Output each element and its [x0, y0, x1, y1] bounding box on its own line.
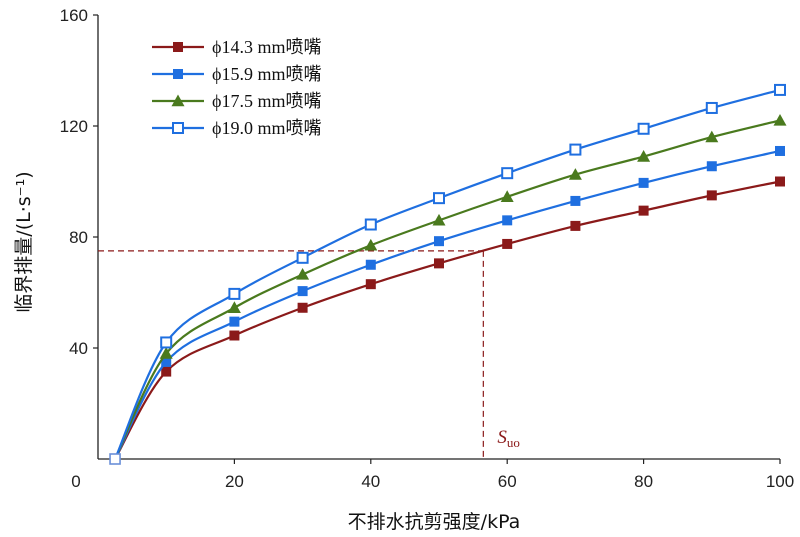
- data-point: [161, 356, 172, 367]
- series-line: [114, 119, 781, 460]
- data-point: [706, 161, 717, 172]
- legend-label: ϕ17.5 mm喷嘴: [212, 91, 321, 111]
- legend-label: ϕ19.0 mm喷嘴: [212, 118, 321, 138]
- legend-item: ϕ19.0 mm喷嘴: [152, 118, 321, 138]
- data-point: [773, 113, 787, 126]
- data-point: [364, 238, 378, 251]
- data-point: [364, 218, 377, 231]
- data-point: [569, 143, 582, 156]
- x-tick-label: 80: [634, 472, 653, 491]
- data-point: [297, 286, 308, 297]
- y-axis-title: 临界排量/(L·s⁻¹): [13, 171, 35, 312]
- series-4: [109, 83, 786, 465]
- data-point: [365, 259, 376, 270]
- data-point: [502, 215, 513, 226]
- data-point: [568, 168, 582, 180]
- annotation-label: Suo: [497, 427, 519, 450]
- y-tick-label: 40: [69, 339, 88, 358]
- data-point: [638, 205, 649, 216]
- data-point: [500, 190, 514, 202]
- data-point: [638, 177, 649, 188]
- data-point: [637, 150, 651, 162]
- data-point: [161, 366, 172, 377]
- data-point: [229, 330, 240, 341]
- series-layer: [109, 83, 787, 465]
- data-point: [229, 316, 240, 327]
- x-tick-label: 100: [766, 472, 794, 491]
- data-point: [434, 236, 444, 247]
- data-point: [775, 145, 785, 156]
- data-point: [570, 195, 581, 206]
- y-tick-label: 160: [60, 6, 88, 25]
- x-tick-label: 40: [361, 472, 380, 491]
- data-point: [365, 279, 376, 290]
- data-point: [160, 336, 173, 349]
- data-point: [502, 238, 513, 249]
- legend-marker: [173, 69, 183, 79]
- data-point: [774, 83, 786, 96]
- series-3: [114, 113, 787, 460]
- data-point: [570, 220, 581, 231]
- data-point: [434, 258, 444, 269]
- data-point: [705, 101, 718, 114]
- data-point: [775, 176, 785, 187]
- legend-marker: [173, 42, 183, 52]
- y-tick-label: 120: [60, 117, 88, 136]
- data-point: [297, 302, 308, 313]
- legend-item: ϕ14.3 mm喷嘴: [152, 37, 321, 57]
- legend-label: ϕ15.9 mm喷嘴: [212, 64, 321, 84]
- data-point: [705, 130, 719, 143]
- x-axis-title: 不排水抗剪强度/kPa: [348, 511, 521, 533]
- legend-item: ϕ15.9 mm喷嘴: [152, 64, 321, 84]
- data-point: [296, 251, 309, 264]
- data-point: [433, 192, 445, 205]
- series-1: [114, 176, 785, 460]
- x-tick-label: 60: [498, 472, 517, 491]
- data-point: [159, 347, 173, 359]
- data-point: [228, 287, 241, 300]
- legend-label: ϕ14.3 mm喷嘴: [212, 37, 321, 57]
- data-point-origin: [109, 453, 121, 465]
- legend: ϕ14.3 mm喷嘴 ϕ15.9 mm喷嘴 ϕ17.5 mm喷嘴 ϕ19.0 mm喷嘴: [152, 37, 321, 138]
- y-tick-label: 80: [69, 228, 88, 247]
- legend-marker: [171, 94, 185, 107]
- series-2: [114, 145, 785, 460]
- axes: [93, 14, 781, 464]
- data-point: [706, 190, 717, 201]
- data-point: [227, 301, 241, 313]
- annotation-guides: Suo: [98, 250, 520, 459]
- legend-item: ϕ17.5 mm喷嘴: [152, 91, 321, 111]
- x-tick-label: 0: [71, 472, 80, 491]
- x-tick-label: 20: [225, 472, 244, 491]
- series-line: [114, 88, 781, 460]
- legend-marker: [172, 122, 184, 134]
- series-line: [114, 180, 781, 460]
- data-point: [296, 267, 310, 280]
- tick-labels: 0 20 40 60 80 100 40 80 120 160: [60, 6, 795, 491]
- data-point: [501, 167, 514, 180]
- data-point: [637, 122, 650, 135]
- data-point: [432, 213, 446, 226]
